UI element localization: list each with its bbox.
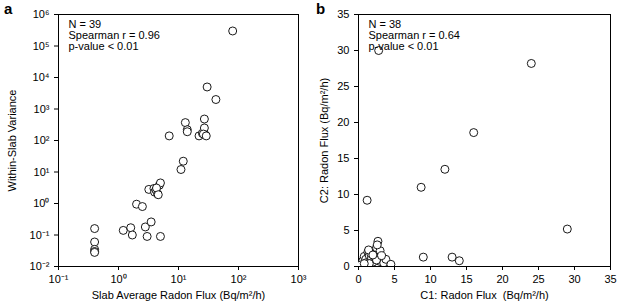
svg-text:10³: 10³	[291, 273, 307, 285]
svg-text:10⁻¹: 10⁻¹	[49, 273, 69, 285]
svg-text:10³: 10³	[34, 103, 50, 115]
svg-text:10²: 10²	[231, 273, 247, 285]
svg-text:N = 38Spearman r = 0.64p-value: N = 38Spearman r = 0.64p-value < 0.01	[369, 18, 460, 52]
svg-text:10: 10	[424, 273, 436, 285]
svg-text:10⁴: 10⁴	[33, 71, 50, 83]
svg-text:10⁰: 10⁰	[110, 273, 126, 285]
svg-text:10¹: 10¹	[171, 273, 187, 285]
svg-text:10⁻²: 10⁻²	[30, 260, 50, 272]
svg-text:C2: Radon Flux (Bq/m²/h): C2: Radon Flux (Bq/m²/h)	[318, 78, 330, 203]
svg-text:Within-Slab Variance: Within-Slab Variance	[6, 90, 18, 192]
svg-text:15: 15	[337, 152, 349, 164]
svg-text:20: 20	[337, 116, 349, 128]
svg-text:5: 5	[391, 273, 397, 285]
svg-text:25: 25	[532, 273, 544, 285]
svg-text:0: 0	[343, 260, 349, 272]
svg-text:10²: 10²	[34, 134, 50, 146]
svg-text:10¹: 10¹	[34, 166, 50, 178]
svg-text:10⁶: 10⁶	[33, 8, 50, 20]
html-text:b: b	[316, 0, 326, 17]
svg-text:20: 20	[496, 273, 508, 285]
svg-text:C1: Radon Flux (Bq/m²/h): C1: Radon Flux (Bq/m²/h)	[420, 289, 548, 301]
svg-text:35: 35	[604, 273, 616, 285]
svg-text:25: 25	[337, 80, 349, 92]
svg-text:Slab Average Radon Flux (Bq/m²: Slab Average Radon Flux (Bq/m²/h)	[92, 289, 265, 301]
svg-text:10⁻¹: 10⁻¹	[30, 229, 50, 241]
html-text:a: a	[4, 0, 13, 17]
svg-text:0: 0	[355, 273, 361, 285]
svg-text:35: 35	[337, 8, 349, 20]
svg-text:15: 15	[460, 273, 472, 285]
svg-text:30: 30	[568, 273, 580, 285]
svg-text:10: 10	[337, 188, 349, 200]
svg-text:30: 30	[337, 44, 349, 56]
svg-text:N = 39Spearman r = 0.96p-value: N = 39Spearman r = 0.96p-value < 0.01	[69, 18, 160, 52]
svg-text:5: 5	[343, 224, 349, 236]
svg-text:10⁰: 10⁰	[33, 197, 49, 209]
svg-text:10⁵: 10⁵	[33, 40, 50, 52]
